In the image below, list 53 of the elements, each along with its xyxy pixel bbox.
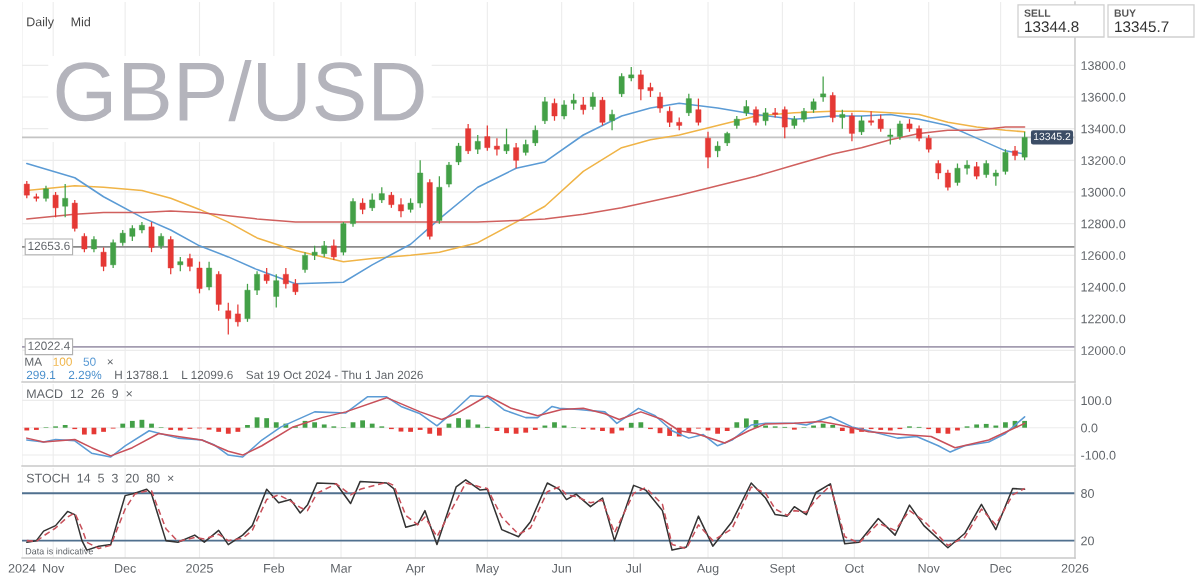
x-tick-label: Nov — [43, 564, 65, 573]
annotation: × — [107, 359, 113, 365]
x-tick-label: Oct — [845, 563, 864, 573]
annotation: SELL — [1024, 9, 1051, 17]
ref-line-label: 13345.2 — [1033, 132, 1071, 141]
x-tick-label: Apr — [405, 564, 425, 576]
chart-title: MACD 12 26 9 × — [27, 389, 132, 399]
annotation: Data is indicative — [25, 547, 93, 555]
y-tick-label: 0.0 — [1081, 423, 1098, 433]
annotation: H 13788.1 — [115, 370, 169, 380]
y-tick-label: 12200.0 — [1081, 314, 1126, 324]
annotation: Sat 19 Oct 2024 - Thu 1 Jan 2026 — [246, 370, 423, 380]
x-tick-label: Jun — [551, 564, 571, 573]
text: 13345.7 — [1115, 21, 1169, 33]
y-tick-label: 12600.0 — [1081, 251, 1126, 260]
annotation: 13344.8 — [1025, 21, 1079, 33]
x-tick-label: 2025 — [186, 563, 213, 573]
annotation: 299.1 — [26, 370, 56, 380]
y-tick-label: 100.0 — [1081, 396, 1112, 406]
y-tick-label: 12800.0 — [1081, 219, 1126, 229]
text: 100 — [53, 357, 72, 366]
x-tick-label: 2024 — [8, 563, 36, 573]
x-tick-label: Aug — [696, 564, 719, 576]
y-tick-label: 13800.0 — [1081, 61, 1126, 70]
x-tick-label: 2026 — [1061, 563, 1089, 573]
ref-line-label: 12022.4 — [28, 341, 70, 350]
text: 50 — [83, 357, 96, 366]
y-tick-label: 13200.0 — [1081, 156, 1126, 165]
y-tick-label: 12400.0 — [1081, 282, 1126, 292]
legend-title: MA — [25, 357, 43, 366]
x-tick-label: Feb — [264, 563, 285, 573]
annotation: 2.29% — [68, 370, 102, 380]
x-tick-label: Dec — [990, 564, 1012, 573]
y-tick-label: -100.0 — [1081, 450, 1116, 460]
y-tick-label: 13000.0 — [1081, 187, 1126, 197]
ref-line-label: 12653.6 — [28, 241, 70, 251]
y-tick-label: 12000.0 — [1081, 346, 1126, 355]
annotation: Mid — [71, 17, 90, 27]
annotation: L 12099.6 — [182, 370, 233, 380]
x-tick-label: Mar — [331, 564, 352, 573]
x-tick-label: Sept — [770, 563, 796, 576]
chart-title: STOCH 14 5 3 20 80 × — [26, 473, 174, 483]
x-tick-label: Jul — [625, 563, 641, 573]
y-tick-label: 20 — [1081, 536, 1094, 546]
x-tick-label: May — [476, 564, 500, 576]
text: BUY — [1114, 9, 1136, 17]
x-tick-label: Nov — [918, 564, 940, 573]
y-tick-label: 13400.0 — [1081, 124, 1126, 134]
text: GBP/USD — [56, 60, 424, 122]
y-tick-label: 80 — [1081, 489, 1094, 498]
annotation: Daily — [27, 17, 54, 29]
x-tick-label: Dec — [115, 564, 136, 573]
y-tick-label: 13600.0 — [1081, 92, 1126, 102]
